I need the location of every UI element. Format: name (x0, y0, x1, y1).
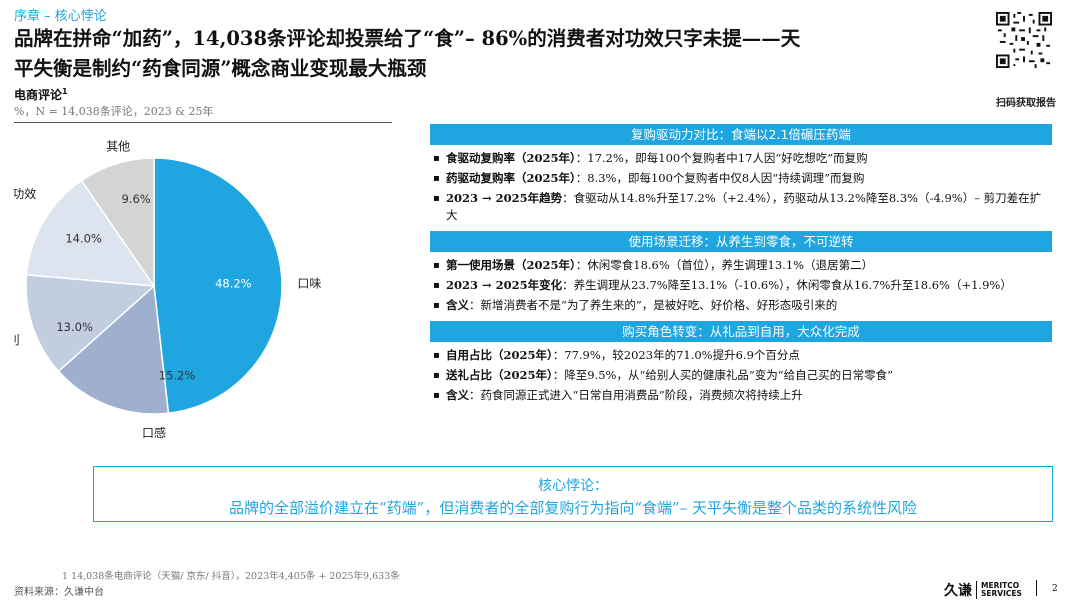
bullet-key: 药驱动复购率（2025年） (446, 171, 576, 185)
pie-slice-2 (25, 273, 156, 373)
slice-category-label: 便利 (14, 333, 20, 347)
page-title: 品牌在拼命“加药”，14,038条评论却投票给了“食”– 86%的消费者对功效只… (14, 24, 974, 84)
section-header: 使用场景迁移：从养生到零食，不可逆转 (430, 231, 1052, 252)
bullet-text: ：新增消费者不是“为了养生来的”，是被好吃、好价格、好形态吸引来的 (469, 298, 838, 312)
bullet-key: 送礼占比（2025年） (446, 368, 553, 382)
bullet-key: 第一使用场景（2025年） (446, 258, 576, 272)
bullet-text: ：养生调理从23.7%降至13.1%（-10.6%），休闲零食从16.7%升至1… (562, 278, 1012, 292)
bullet-item: 食驱动复购率（2025年）：17.2%，即每100个复购者中17人因“好吃想吃”… (430, 150, 1052, 167)
logo-cn: 久谦 (944, 583, 972, 599)
section-header: 购买角色转变：从礼品到自用，大众化完成 (430, 321, 1052, 342)
bullet-item: 第一使用场景（2025年）：休闲零食18.6%（首位），养生调理13.1%（退居… (430, 257, 1052, 274)
pie-chart: 48.2% 口味 15.2% 口感 13.0% 便利 14.0% 功效 9.6% 其他 (14, 139, 321, 440)
bullet-text: ：药食同源正式进入“日常自用消费品”阶段，消费频次将持续上升 (469, 388, 803, 402)
company-logo: 久谦 MERITCO SERVICES (944, 580, 1022, 600)
pie-slice-1 (57, 284, 170, 415)
qr-label: 扫码获取报告 (996, 98, 1056, 109)
bullet-item: 含义：药食同源正式进入“日常自用消费品”阶段，消费频次将持续上升 (430, 387, 1052, 404)
bullet-key: 食驱动复购率（2025年） (446, 151, 576, 165)
divider (14, 122, 392, 123)
core-paradox-text: 品牌的全部溢价建立在“药端”，但消费者的全部复购行为指向“食端”– 天平失衡是整… (229, 499, 917, 517)
section-header: 复购驱动力对比：食端以2.1倍碾压药端 (430, 124, 1052, 145)
breadcrumb: 序章 – 核心悖论 (14, 9, 107, 24)
slice-value-label: 14.0% (65, 232, 102, 246)
slice-category-label: 口味 (297, 276, 321, 290)
core-paradox-heading: 核心悖论： (538, 478, 608, 494)
qr-code-icon[interactable] (996, 12, 1052, 68)
bullet-list: 自用占比（2025年）：77.9%，较2023年的71.0%提升6.9个百分点送… (430, 342, 1052, 411)
bullet-item: 自用占比（2025年）：77.9%，较2023年的71.0%提升6.9个百分点 (430, 347, 1052, 364)
bullet-key: 2023 → 2025年趋势 (446, 191, 563, 205)
bullet-item: 药驱动复购率（2025年）：8.3%，即每100个复购者中仅8人因“持续调理”而… (430, 170, 1052, 187)
logo-en-line-1: MERITCO (981, 581, 1020, 590)
bullet-item: 送礼占比（2025年）：降至9.5%，从“给别人买的健康礼品”变为“给自己买的日… (430, 367, 1052, 384)
logo-en: MERITCO SERVICES (981, 582, 1022, 598)
findings-panel: 复购驱动力对比：食端以2.1倍碾压药端食驱动复购率（2025年）：17.2%，即… (430, 124, 1052, 411)
slice-value-label: 13.0% (56, 320, 93, 334)
source-note: 资料来源：久谦中台 (14, 587, 104, 598)
pie-slice-0 (153, 157, 283, 415)
bullet-list: 食驱动复购率（2025年）：17.2%，即每100个复购者中17人因“好吃想吃”… (430, 145, 1052, 231)
page-number: 2 (1052, 584, 1058, 594)
bullet-text: ：8.3%，即每100个复购者中仅8人因“持续调理”而复购 (575, 171, 865, 185)
bullet-item: 含义：新增消费者不是“为了养生来的”，是被好吃、好价格、好形态吸引来的 (430, 297, 1052, 314)
page-title-line-2: 平失衡是制约“药食同源”概念商业变现最大瓶颈 (14, 57, 427, 80)
footer-divider (1036, 580, 1037, 596)
bullet-key: 含义 (446, 298, 469, 312)
bullet-item: 2023 → 2025年变化：养生调理从23.7%降至13.1%（-10.6%）… (430, 277, 1052, 294)
bullet-item: 2023 → 2025年趋势：食驱动从14.8%升至17.2%（+2.4%），药… (430, 190, 1052, 224)
slice-category-label: 口感 (142, 425, 166, 440)
slice-value-label: 48.2% (215, 276, 252, 290)
chart-section-label-text: 电商评论 (14, 88, 63, 102)
slice-category-label: 功效 (14, 186, 36, 201)
pie-slice-3 (25, 179, 156, 287)
slice-value-label: 9.6% (121, 192, 150, 206)
chart-section-label: 电商评论1 (14, 86, 68, 103)
bullet-list: 第一使用场景（2025年）：休闲零食18.6%（首位），养生调理13.1%（退居… (430, 252, 1052, 321)
slice-value-label: 15.2% (159, 369, 196, 383)
page-title-line-1: 品牌在拼命“加药”，14,038条评论却投票给了“食”– 86%的消费者对功效只… (14, 27, 801, 50)
chart-subtitle: %，N = 14,038条评论，2023 & 25年 (14, 105, 214, 118)
bullet-text: ：休闲零食18.6%（首位），养生调理13.1%（退居第二） (575, 258, 874, 272)
pie-slice-4 (80, 157, 155, 289)
bullet-key: 含义 (446, 388, 469, 402)
bullet-text: ：降至9.5%，从“给别人买的健康礼品”变为“给自己买的日常零食” (552, 368, 893, 382)
core-paradox-box: 核心悖论： 品牌的全部溢价建立在“药端”，但消费者的全部复购行为指向“食端”– … (93, 466, 1053, 522)
footnote: 1 14,038条电商评论（天猫/ 京东/ 抖音），2023年4,405条 + … (62, 571, 400, 582)
logo-separator (976, 581, 977, 599)
slice-category-label: 其他 (106, 139, 130, 153)
bullet-text: ：77.9%，较2023年的71.0%提升6.9个百分点 (552, 348, 800, 362)
logo-en-line-2: SERVICES (981, 589, 1022, 598)
bullet-text: ：17.2%，即每100个复购者中17人因“好吃想吃”而复购 (575, 151, 868, 165)
footnote-marker: 1 (62, 87, 68, 96)
bullet-key: 2023 → 2025年变化 (446, 278, 563, 292)
bullet-key: 自用占比（2025年） (446, 348, 553, 362)
bullet-text: ：食驱动从14.8%升至17.2%（+2.4%），药驱动从13.2%降至8.3%… (446, 191, 1042, 222)
